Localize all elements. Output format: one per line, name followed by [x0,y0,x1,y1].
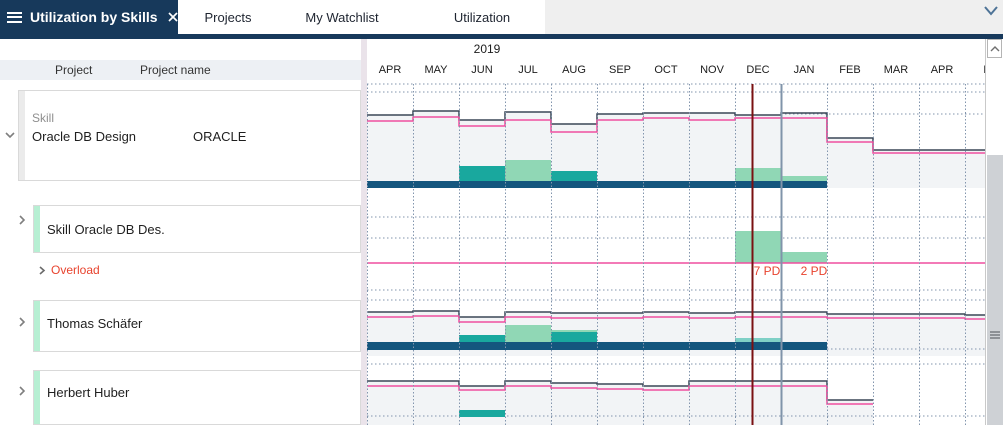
chevron-right-icon[interactable] [16,384,28,396]
month-label: NOV [700,64,724,76]
scrollbar-thumb[interactable] [987,155,1003,425]
month-label: JUN [471,64,493,76]
tab-my-watchlist[interactable]: My Watchlist [286,0,398,34]
rect-shape [735,338,781,342]
month-label: JUL [518,64,538,76]
tab-projects[interactable]: Projects [178,0,278,34]
card-title: Thomas Schäfer [47,316,143,331]
card-accent-stripe [19,91,25,180]
panel-splitter[interactable] [361,39,367,425]
month-label: MAR [883,64,909,76]
column-headers: Project Project name [0,60,361,80]
polygon-shape [367,381,873,425]
month-label: SEP [608,64,631,76]
card-subtitle: Skill [32,111,55,125]
row-card-skill-group[interactable]: Skill Oracle DB Design ORACLE [18,90,361,181]
rect-shape [367,181,827,188]
tab-bar: Utilization by Skills Projects My Watchl… [0,0,1003,34]
month-label: APR [378,64,402,76]
rect-shape [459,166,505,181]
rect-shape [459,410,505,417]
column-header-project: Project [55,63,93,77]
tab-utilization[interactable]: Utilization [420,0,544,34]
vertical-scrollbar[interactable] [985,39,1003,425]
rect-shape [735,168,781,181]
overload-pd-label: 7 PD [754,264,781,278]
chevron-right-icon[interactable] [16,315,28,327]
card-project-name: ORACLE [193,129,247,144]
card-title: Herbert Huber [47,385,130,400]
overload-row[interactable]: Overload [51,263,100,277]
left-panel: Project Project name Skill Oracle DB Des… [0,39,361,425]
month-label: APR [930,64,954,76]
overload-pd-label: 2 PD [801,264,828,278]
polyline-shape [367,315,985,323]
month-label: MAY [424,64,448,76]
year-label: 2019 [473,42,501,56]
month-label: DEC [746,64,770,76]
rect-shape [367,342,827,350]
month-label: AUG [562,64,586,76]
tab-bar-filler [545,0,1003,34]
month-gridlines [367,84,966,425]
card-accent-stripe [34,301,40,351]
rect-shape [781,176,827,181]
active-tab-title: Utilization by Skills [30,9,158,25]
month-label: OCT [654,64,678,76]
column-header-project-name: Project name [140,63,211,77]
rect-shape [459,335,505,342]
close-icon[interactable] [167,12,178,22]
timeline-month-row: APR MAY JUN JUL AUG SEP OCT NOV DEC JAN FEB MAR APR M [367,60,985,80]
card-title: Skill Oracle DB Des. [47,222,165,237]
scroll-up-button[interactable] [987,39,1002,58]
row-card-skill-oracle[interactable]: Skill Oracle DB Des. [33,205,361,253]
chart-row-2 [367,299,985,356]
chart-row-3 [367,363,985,425]
rect-shape [551,171,597,181]
menu-icon[interactable] [7,11,22,23]
rect-shape [505,325,551,342]
chevron-right-icon[interactable] [36,263,48,275]
rect-shape [551,330,597,332]
card-accent-stripe [34,371,40,424]
row-card-herbert-huber[interactable]: Herbert Huber [33,370,361,425]
rect-shape [735,231,781,263]
chevron-right-icon[interactable] [16,213,28,225]
chevron-down-icon[interactable] [4,128,16,140]
month-label: JAN [793,64,815,76]
rect-shape [551,332,597,342]
tab-underline [0,34,1003,39]
month-label: M [965,61,985,76]
card-title: Oracle DB Design [32,129,137,144]
tab-overflow-chevron-icon[interactable] [983,4,999,16]
utilization-chart[interactable]: 7 PD 2 PD [367,80,985,425]
month-label: FEB [839,64,861,76]
rect-shape [505,160,551,181]
timeline-year-row: 2019 [367,39,985,60]
grip-icon [990,331,1000,341]
row-card-thomas-schaefer[interactable]: Thomas Schäfer [33,300,361,352]
tab-utilization-by-skills[interactable]: Utilization by Skills [0,0,178,34]
card-accent-stripe [34,206,40,252]
rect-shape [781,252,827,263]
